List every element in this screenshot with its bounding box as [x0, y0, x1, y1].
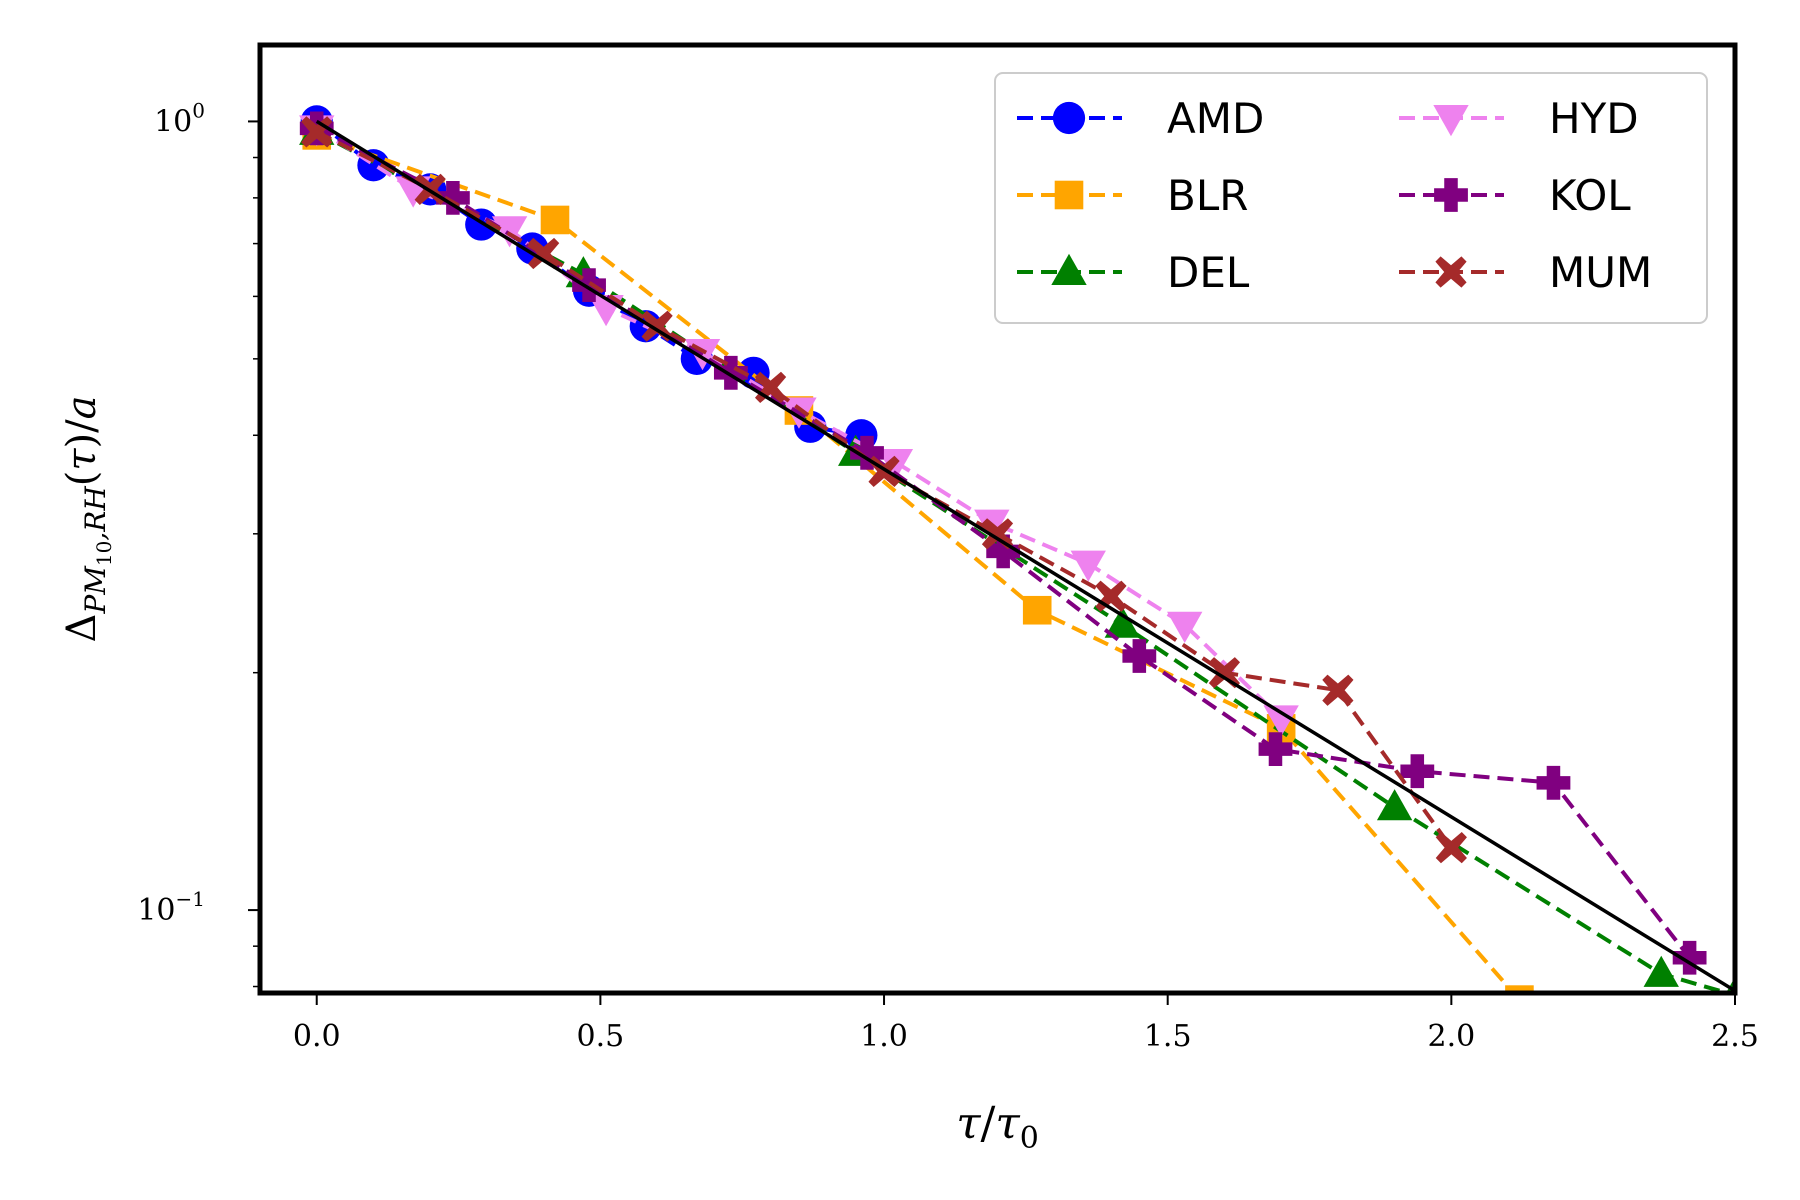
x-tick-label: 0.5: [577, 1019, 625, 1054]
y-label-sub: PM: [79, 565, 112, 615]
y-tick-exp: −1: [176, 887, 205, 911]
legend: AMD BLR DEL HYD KOL MUM: [994, 72, 1708, 324]
x-tick-label: 2.0: [1427, 1019, 1475, 1054]
y-tick-base: 10: [137, 893, 175, 928]
point-kol-8: [1400, 754, 1435, 789]
point-kol-3: [713, 355, 748, 390]
point-kol-9: [1536, 765, 1571, 800]
point-blr-1: [540, 205, 570, 235]
point-del-4: [1376, 789, 1413, 821]
point-hyd-10: [1263, 705, 1299, 737]
x-label-tau0: τ: [995, 1098, 1020, 1149]
legend-marker-blr: [1054, 180, 1084, 210]
point-kol-5: [986, 534, 1021, 569]
y-axis-label: ΔPM10,RH(τ)/a: [59, 396, 116, 643]
point-hyd-2: [491, 216, 528, 248]
point-kol-1: [435, 180, 470, 215]
point-mum-8: [1208, 657, 1241, 689]
y-label-sub-rh: ,RH: [79, 486, 112, 541]
point-kol-4: [850, 435, 884, 470]
point-del-3: [1104, 606, 1140, 638]
legend-item-hyd: HYD: [1399, 94, 1639, 143]
point-mum-0: [301, 116, 333, 148]
legend-label: AMD: [1167, 94, 1264, 143]
y-label-close: )/: [59, 419, 105, 449]
x-tick-label: 0.0: [293, 1019, 341, 1054]
x-axis-label: τ/τ0: [956, 1098, 1039, 1156]
series-line-blr: [316, 133, 1517, 993]
point-kol-7: [1258, 732, 1293, 767]
series-fit: [315, 119, 1735, 993]
point-mum-10: [1435, 832, 1467, 864]
y-label-a: a: [59, 396, 105, 420]
y-tick-label: 10−1: [137, 887, 205, 928]
point-mum-9: [1322, 674, 1354, 706]
y-label-sub-num: 10: [92, 541, 116, 566]
legend-label: MUM: [1549, 248, 1652, 297]
legend-marker-hyd: [1433, 105, 1469, 137]
series-kol: [299, 111, 1707, 975]
point-blr-5: [1505, 985, 1534, 993]
y-label-arg: (: [59, 471, 105, 487]
x-label-tau: τ: [956, 1098, 981, 1149]
y-label-delta: Δ: [59, 614, 105, 643]
point-mum-2: [528, 237, 560, 270]
legend-item-blr: BLR: [1017, 171, 1248, 220]
point-del-5: [1643, 955, 1679, 987]
x-tick-label: 1.0: [860, 1019, 908, 1054]
legend-label: HYD: [1549, 94, 1639, 143]
legend-marker-mum: [1435, 256, 1467, 288]
legend-marker-del: [1051, 253, 1087, 285]
y-tick-exp: 0: [192, 98, 205, 122]
point-hyd-9: [1167, 611, 1203, 644]
x-label-sub: 0: [1020, 1121, 1039, 1156]
legend-marker-kol: [1434, 178, 1468, 212]
x-tick-label: 1.5: [1144, 1019, 1192, 1054]
legend-item-del: DEL: [1017, 248, 1250, 297]
legend-label: BLR: [1167, 171, 1248, 220]
point-kol-10: [1672, 940, 1707, 975]
plot-area: [299, 105, 1735, 993]
point-kol-2: [572, 268, 606, 303]
point-blr-3: [1022, 595, 1052, 625]
x-tick-label: 2.5: [1711, 1019, 1759, 1054]
plot-frame: [257, 42, 1738, 996]
x-label-slash: /: [981, 1098, 996, 1149]
legend-box: [994, 72, 1708, 324]
point-kol-6: [1122, 639, 1157, 673]
y-label-tau: τ: [59, 448, 105, 471]
y-tick-base: 10: [154, 104, 192, 139]
legend-marker-amd: [1052, 101, 1086, 135]
legend-label: DEL: [1167, 248, 1250, 297]
legend-label: KOL: [1549, 171, 1631, 220]
y-tick-label: 100: [154, 98, 205, 139]
legend-item-amd: AMD: [1017, 94, 1264, 143]
point-hyd-8: [1070, 550, 1106, 582]
legend-item-kol: KOL: [1399, 171, 1631, 220]
legend-item-mum: MUM: [1399, 248, 1652, 297]
series-line-fit: [315, 119, 1735, 993]
